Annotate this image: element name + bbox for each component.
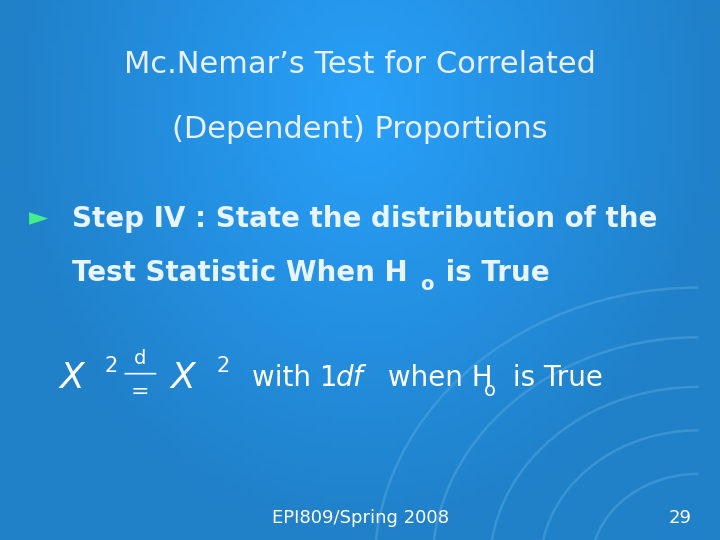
Text: ►: ►: [29, 207, 48, 231]
Text: $\mathit{X}$: $\mathit{X}$: [58, 361, 86, 395]
Text: with 1: with 1: [252, 364, 346, 392]
Text: Test Statistic When H: Test Statistic When H: [72, 259, 408, 287]
Text: is True: is True: [436, 259, 549, 287]
Text: 2: 2: [104, 355, 117, 376]
Text: =: =: [131, 382, 150, 402]
Text: o: o: [420, 274, 433, 294]
Text: Step IV : State the distribution of the: Step IV : State the distribution of the: [72, 205, 657, 233]
Text: 29: 29: [668, 509, 691, 528]
Text: EPI809/Spring 2008: EPI809/Spring 2008: [271, 509, 449, 528]
Text: (Dependent) Proportions: (Dependent) Proportions: [172, 115, 548, 144]
Text: 2: 2: [216, 355, 229, 376]
Text: $\mathit{df}$: $\mathit{df}$: [335, 364, 368, 392]
Text: o: o: [484, 381, 496, 401]
Text: when H: when H: [379, 364, 493, 392]
Text: d: d: [134, 349, 147, 368]
Text: is True: is True: [504, 364, 603, 392]
Text: Mc.Nemar’s Test for Correlated: Mc.Nemar’s Test for Correlated: [124, 50, 596, 79]
Text: $\mathit{X}$: $\mathit{X}$: [169, 361, 198, 395]
